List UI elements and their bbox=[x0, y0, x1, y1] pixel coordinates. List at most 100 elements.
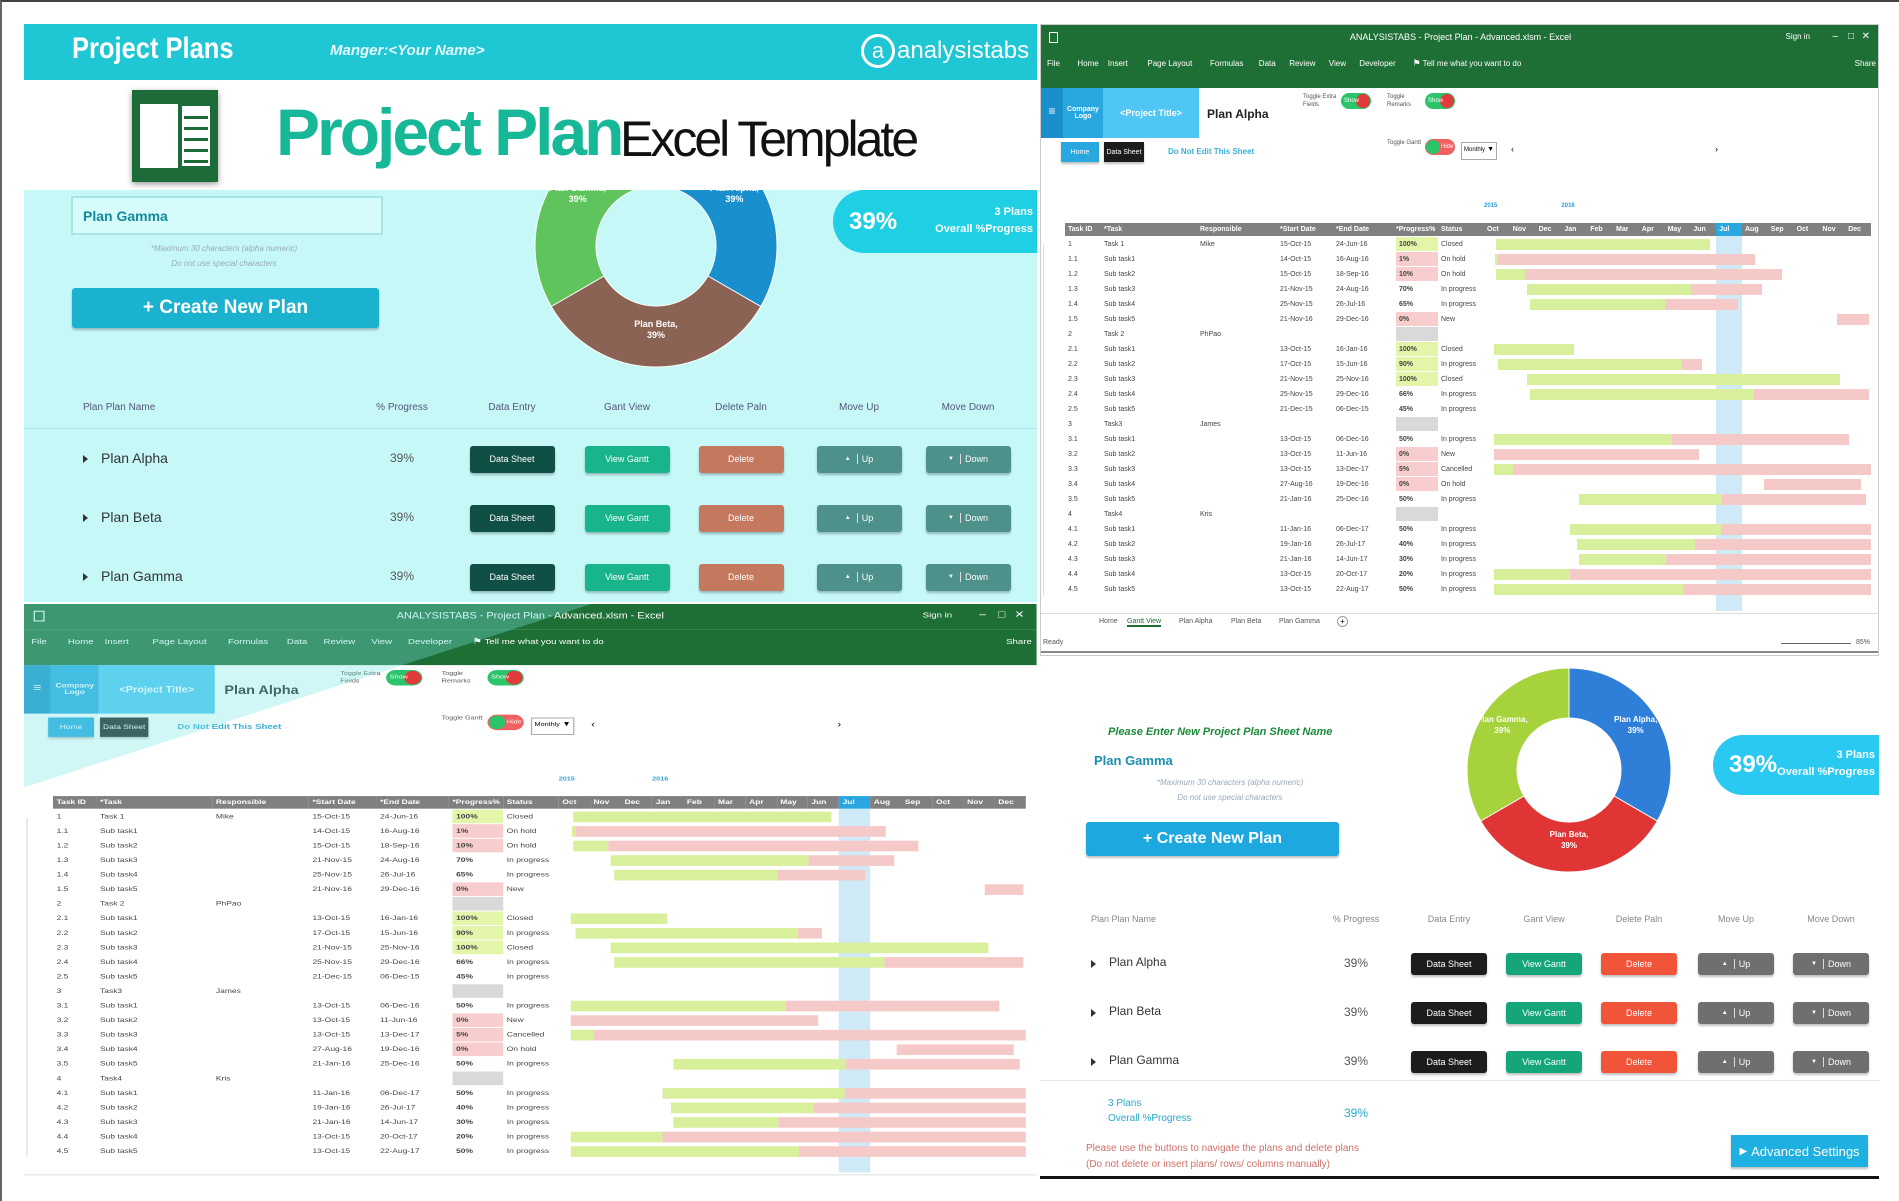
plan-name[interactable]: Plan Beta bbox=[1109, 1004, 1162, 1018]
data-sheet-button[interactable]: Data Sheet bbox=[1411, 953, 1487, 975]
toggle-gantt[interactable]: Hide bbox=[487, 714, 524, 731]
table-row[interactable]: 2.3 Sub task3 21-Nov-15 25-Nov-16 100% Closed bbox=[1041, 372, 1878, 387]
menu-file[interactable]: File bbox=[31, 636, 47, 646]
minimize-icon[interactable]: – bbox=[979, 609, 986, 621]
save-icon[interactable] bbox=[1049, 32, 1058, 43]
move-down-button[interactable]: ▼ Down bbox=[1793, 953, 1869, 975]
data-sheet-button[interactable]: Data Sheet bbox=[1411, 1002, 1487, 1024]
move-down-button[interactable]: ▼ Down bbox=[925, 563, 1011, 591]
share-button[interactable]: Share bbox=[1854, 59, 1876, 68]
table-row[interactable]: 1.4 Sub task4 25-Nov-15 26-Jul-16 65% In prog… bbox=[24, 868, 1037, 883]
move-up-button[interactable]: ▲ Up bbox=[816, 504, 902, 532]
menu-developer[interactable]: Developer bbox=[1359, 59, 1396, 68]
menu-data[interactable]: Data bbox=[286, 636, 308, 646]
table-row[interactable]: 4.5 Sub task5 13-Oct-15 22-Aug-17 50% In prog… bbox=[24, 1144, 1037, 1159]
create-new-plan-button[interactable]: + Create New Plan bbox=[1086, 822, 1339, 856]
table-row[interactable]: 1.2 Sub task2 15-Oct-15 18-Sep-16 10% On hold bbox=[24, 838, 1037, 854]
table-row[interactable]: 4.4 Sub task4 13-Oct-15 20-Oct-17 20% In prog… bbox=[1041, 567, 1878, 582]
table-row[interactable]: 2.5 Sub task5 21-Dec-15 06-Dec-15 45% In prog… bbox=[1041, 402, 1878, 417]
tell-me-search[interactable]: Tell me what you want to do bbox=[484, 636, 604, 646]
toggle-remarks[interactable]: Show bbox=[487, 669, 524, 686]
home-button[interactable]: Home bbox=[48, 717, 95, 737]
move-up-button[interactable]: ▲ Up bbox=[816, 445, 902, 473]
view-gantt-button[interactable]: View Gantt bbox=[584, 504, 670, 532]
table-row[interactable]: 2.2 Sub task2 17-Oct-15 15-Jun-16 90% In prog… bbox=[1041, 357, 1878, 372]
view-gantt-button[interactable]: View Gantt bbox=[1506, 1002, 1582, 1024]
vertical-scrollbar[interactable] bbox=[1043, 245, 1049, 595]
data-sheet-button[interactable]: Data Sheet bbox=[469, 504, 555, 532]
menu-insert[interactable]: Insert bbox=[104, 636, 129, 646]
menu-formulas[interactable]: Formulas bbox=[1210, 59, 1244, 68]
table-row[interactable]: 3.2 Sub task2 13-Oct-15 11-Jun-16 0% New bbox=[1041, 447, 1878, 462]
table-row[interactable]: 3.3 Sub task3 13-Oct-15 13-Dec-17 5% Cancelle… bbox=[1041, 462, 1878, 477]
table-row[interactable]: 3.2 Sub task2 13-Oct-15 11-Jun-16 0% New bbox=[24, 1013, 1037, 1028]
table-row[interactable]: 4.2 Sub task2 19-Jan-16 26-Jul-17 40% In prog… bbox=[24, 1101, 1037, 1116]
table-row[interactable]: 2.1 Sub task1 13-Oct-15 16-Jan-16 100% Closed bbox=[24, 911, 1037, 926]
menu-view[interactable]: View bbox=[371, 636, 393, 646]
table-row[interactable]: 4.5 Sub task5 13-Oct-15 22-Aug-17 50% In prog… bbox=[1041, 582, 1878, 597]
menu-toggle-icon[interactable]: ≡ bbox=[1041, 88, 1063, 138]
menu-home[interactable]: Home bbox=[1077, 59, 1099, 68]
table-row[interactable]: 3.4 Sub task4 27-Aug-16 19-Dec-16 0% On hold bbox=[1041, 477, 1878, 492]
vertical-scrollbar[interactable] bbox=[26, 817, 33, 1157]
view-select[interactable]: Monthly ▼ bbox=[530, 717, 575, 735]
table-row[interactable]: 2.1 Sub task1 13-Oct-15 16-Jan-16 100% Closed bbox=[1041, 342, 1878, 357]
table-row[interactable]: 1.4 Sub task4 25-Nov-15 26-Jul-16 65% In prog… bbox=[1041, 297, 1878, 312]
sheet-tab[interactable]: Plan Beta bbox=[1231, 618, 1262, 625]
plan-name[interactable]: Plan Alpha bbox=[101, 450, 168, 466]
scroll-right-button[interactable]: › bbox=[1715, 144, 1718, 154]
view-gantt-button[interactable]: View Gantt bbox=[584, 445, 670, 473]
scroll-right-button[interactable]: › bbox=[837, 719, 842, 730]
menu-developer[interactable]: Developer bbox=[408, 636, 453, 646]
table-row[interactable]: 3.5 Sub task5 21-Jan-16 25-Dec-16 50% In prog… bbox=[1041, 492, 1878, 507]
move-up-button[interactable]: ▲ Up bbox=[1698, 953, 1774, 975]
save-icon[interactable] bbox=[33, 610, 45, 622]
delete-plan-button[interactable]: Delete bbox=[1601, 1051, 1677, 1073]
table-row[interactable]: 3.3 Sub task3 13-Oct-15 13-Dec-17 5% Cancelle… bbox=[24, 1027, 1037, 1043]
zoom-slider[interactable] bbox=[1781, 643, 1851, 644]
data-sheet-button[interactable]: Data Sheet bbox=[1411, 1051, 1487, 1073]
move-down-button[interactable]: ▼ Down bbox=[925, 445, 1011, 473]
table-row[interactable]: 1 Task 1 Mike 15-Oct-15 24-Jun-16 100% Closed bbox=[24, 809, 1037, 825]
plan-name[interactable]: Plan Alpha bbox=[1109, 955, 1167, 969]
table-row[interactable]: 4.3 Sub task3 21-Jan-16 14-Jun-17 30% In prog… bbox=[24, 1115, 1037, 1130]
toggle-remarks[interactable]: Show bbox=[1425, 93, 1455, 109]
table-row[interactable]: 4.1 Sub task1 11-Jan-16 06-Dec-17 50% In prog… bbox=[24, 1086, 1037, 1101]
table-row[interactable]: 4 Task4 Kris bbox=[1041, 507, 1878, 522]
toggle-extra-fields[interactable]: Show bbox=[386, 669, 423, 686]
table-row[interactable]: 4.4 Sub task4 13-Oct-15 20-Oct-17 20% In prog… bbox=[24, 1130, 1037, 1145]
delete-plan-button[interactable]: Delete bbox=[1601, 953, 1677, 975]
toggle-gantt[interactable]: Hide bbox=[1425, 139, 1455, 155]
add-sheet-button[interactable]: + bbox=[1337, 616, 1348, 627]
move-up-button[interactable]: ▲ Up bbox=[1698, 1051, 1774, 1073]
table-row[interactable]: 1.3 Sub task3 21-Nov-15 24-Aug-16 70% In prog… bbox=[24, 853, 1037, 868]
delete-plan-button[interactable]: Delete bbox=[698, 445, 784, 473]
plan-name[interactable]: Plan Gamma bbox=[1109, 1053, 1180, 1067]
table-row[interactable]: 3.1 Sub task1 13-Oct-15 06-Dec-16 50% In prog… bbox=[24, 999, 1037, 1014]
sheet-tab[interactable]: Plan Gamma bbox=[1279, 618, 1320, 625]
share-button[interactable]: Share bbox=[1006, 636, 1032, 646]
data-sheet-button[interactable]: Data Sheet bbox=[100, 717, 149, 737]
close-icon[interactable]: ✕ bbox=[1861, 31, 1870, 42]
plan-name-input[interactable]: Plan Gamma bbox=[1094, 748, 1294, 772]
table-row[interactable]: 1.2 Sub task2 15-Oct-15 18-Sep-16 10% On hold bbox=[1041, 267, 1878, 282]
delete-plan-button[interactable]: Delete bbox=[1601, 1002, 1677, 1024]
data-sheet-button[interactable]: Data Sheet bbox=[1104, 142, 1144, 162]
minimize-icon[interactable]: – bbox=[1832, 31, 1838, 42]
table-row[interactable]: 2.3 Sub task3 21-Nov-15 25-Nov-16 100% Closed bbox=[24, 940, 1037, 956]
table-row[interactable]: 2 Task 2 PhPao bbox=[24, 896, 1037, 912]
home-button[interactable]: Home bbox=[1061, 142, 1099, 162]
table-row[interactable]: 2.5 Sub task5 21-Dec-15 06-Dec-15 45% In prog… bbox=[24, 970, 1037, 985]
view-gantt-button[interactable]: View Gantt bbox=[1506, 953, 1582, 975]
table-row[interactable]: 4.3 Sub task3 21-Jan-16 14-Jun-17 30% In prog… bbox=[1041, 552, 1878, 567]
sign-in-link[interactable]: Sign in bbox=[1785, 32, 1810, 41]
move-up-button[interactable]: ▲ Up bbox=[1698, 1002, 1774, 1024]
sheet-tab[interactable]: Gantt View bbox=[1127, 618, 1162, 627]
table-row[interactable]: 3.1 Sub task1 13-Oct-15 06-Dec-16 50% In prog… bbox=[1041, 432, 1878, 447]
table-row[interactable]: 4.2 Sub task2 19-Jan-16 26-Jul-17 40% In prog… bbox=[1041, 537, 1878, 552]
table-row[interactable]: 2.4 Sub task4 25-Nov-15 29-Dec-16 66% In prog… bbox=[1041, 387, 1878, 402]
plan-name[interactable]: Plan Gamma bbox=[101, 568, 183, 584]
expand-arrow-icon[interactable] bbox=[1091, 1058, 1096, 1066]
menu-view[interactable]: View bbox=[1328, 59, 1346, 68]
expand-arrow-icon[interactable] bbox=[83, 514, 88, 522]
